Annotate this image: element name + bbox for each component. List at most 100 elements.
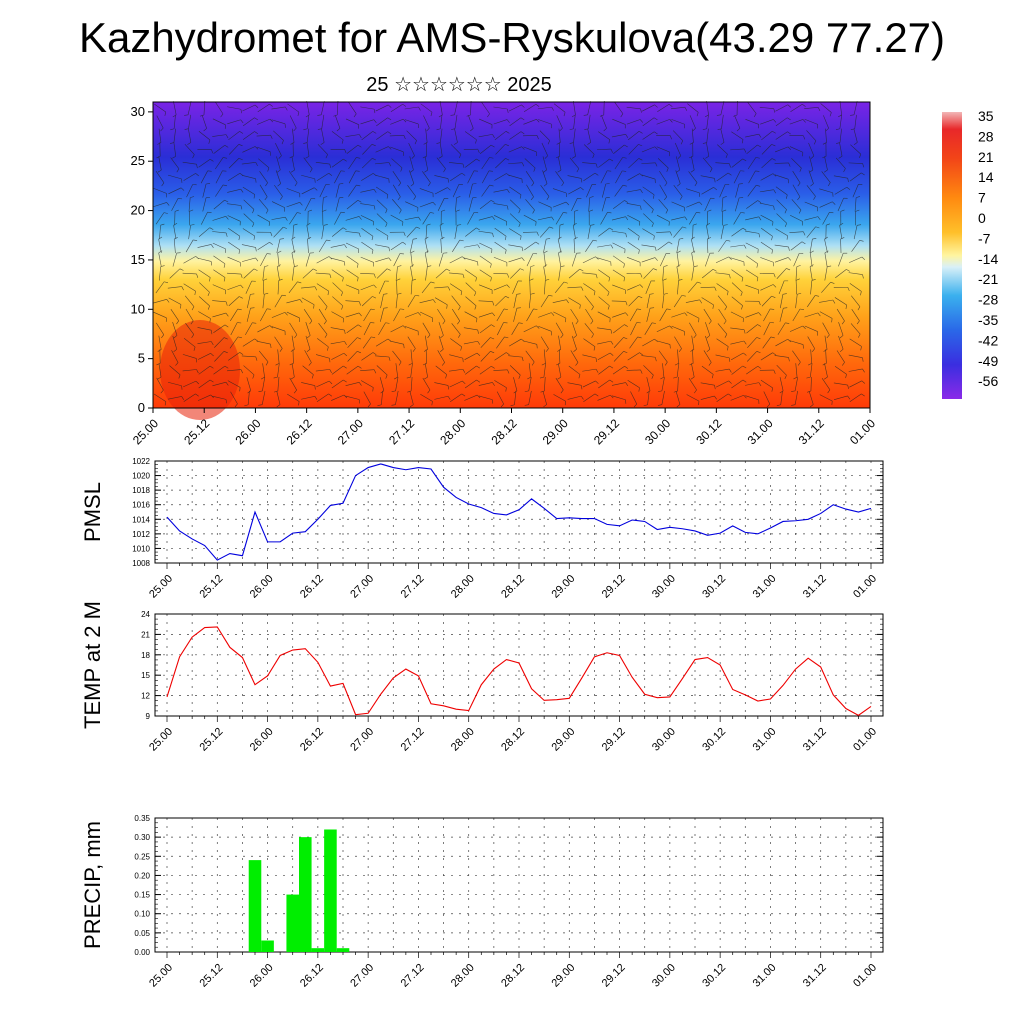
- wind-barb: [850, 144, 861, 155]
- wind-barb-flag: [265, 209, 269, 214]
- wind-barb-flag: [643, 404, 648, 407]
- wind-barb: [390, 241, 403, 251]
- wind-barb: [553, 103, 566, 113]
- wind-barb: [276, 156, 281, 171]
- wind-barb: [659, 308, 667, 322]
- wind-barb: [198, 311, 211, 319]
- y-tick-label: 20: [131, 203, 145, 218]
- wind-barb-flag: [557, 236, 562, 240]
- wind-barb-flag: [668, 104, 673, 107]
- wind-barb-flag: [654, 257, 658, 261]
- wind-barb-flag: [225, 301, 228, 306]
- wind-barb-flag: [664, 182, 668, 187]
- x-tick-label: 29.12: [600, 573, 628, 601]
- wind-barb-flag: [576, 168, 580, 173]
- wind-barb-flag: [638, 131, 643, 134]
- y-tick-label: 1022: [132, 457, 150, 466]
- wind-barb: [246, 294, 251, 309]
- wind-barb-flag: [694, 389, 697, 394]
- x-tick-label: 28.12: [488, 416, 519, 447]
- wind-barb: [552, 201, 567, 208]
- wind-barb-flag: [678, 348, 682, 352]
- wind-barb-flag: [225, 134, 229, 139]
- grid: [155, 613, 883, 717]
- wind-barb-flag: [736, 128, 741, 132]
- wind-barb-flag: [371, 336, 376, 339]
- wind-barb-flag: [666, 167, 669, 172]
- wind-barb-flag: [530, 196, 534, 201]
- wind-barb: [745, 242, 759, 250]
- wind-barb: [438, 253, 444, 267]
- wind-barb: [780, 294, 784, 309]
- wind-barb: [227, 380, 241, 388]
- wind-barb: [626, 106, 641, 110]
- wind-barb-flag: [547, 140, 550, 145]
- wind-barb-flag: [654, 131, 658, 135]
- wind-barb-flag: [284, 312, 288, 316]
- x-tick-label: 01.00: [851, 573, 879, 601]
- wind-barb: [642, 186, 655, 196]
- wind-barb: [465, 227, 477, 237]
- wind-barb: [247, 390, 250, 405]
- wind-barb: [319, 184, 327, 198]
- wind-barb: [197, 257, 212, 262]
- wind-barb: [392, 199, 402, 211]
- wind-barb-flag: [786, 194, 788, 199]
- wind-barb: [671, 312, 685, 318]
- wind-barb-flag: [845, 374, 847, 379]
- wind-barb: [509, 186, 522, 195]
- wind-barb: [275, 142, 282, 156]
- wind-barb: [277, 349, 280, 364]
- wind-barb: [853, 128, 858, 143]
- wind-barb: [449, 172, 463, 182]
- wind-barb-flag: [720, 142, 725, 145]
- wind-barb: [746, 366, 758, 375]
- wind-barb: [658, 350, 668, 363]
- wind-barb: [511, 322, 520, 335]
- wind-barb: [839, 114, 843, 129]
- wind-barb-flag: [424, 169, 428, 173]
- wind-barb: [271, 312, 286, 318]
- wind-barb: [745, 395, 759, 401]
- wind-barb: [630, 391, 638, 405]
- wind-barb-flag: [640, 108, 642, 113]
- wind-barb-flag: [655, 247, 657, 252]
- wind-barb-flag: [164, 281, 169, 284]
- wind-barb-flag: [708, 362, 712, 366]
- wind-barb: [227, 369, 241, 372]
- wind-barb: [721, 197, 724, 212]
- wind-barb: [227, 188, 241, 193]
- wind-barb-flag: [580, 187, 584, 191]
- wind-barb: [774, 162, 789, 164]
- wind-barb: [434, 175, 449, 179]
- wind-barb-flag: [314, 187, 318, 191]
- wind-barb-flag: [663, 265, 668, 267]
- wind-barb: [291, 156, 295, 171]
- wind-barb: [615, 170, 623, 184]
- wind-barb-flag: [563, 281, 568, 284]
- wind-barb-flag: [462, 380, 466, 384]
- wind-barb: [330, 257, 345, 262]
- wind-barb: [393, 308, 401, 322]
- wind-barb: [291, 252, 295, 267]
- wind-barb-flag: [422, 363, 427, 366]
- wind-barb-flag: [723, 320, 727, 325]
- wind-barb: [543, 266, 547, 281]
- wind-barb-flag: [610, 244, 614, 249]
- wind-barb: [422, 377, 431, 391]
- wind-barb-flag: [356, 157, 361, 159]
- x-tick-label: 25.12: [181, 416, 212, 447]
- x-tick-label: 28.12: [499, 573, 527, 601]
- wind-barb: [425, 349, 427, 364]
- y-tick-label: 0.00: [134, 948, 150, 957]
- wind-barb: [822, 212, 830, 225]
- wind-barb: [731, 158, 743, 168]
- wind-barb-flag: [743, 244, 747, 249]
- wind-barb: [277, 252, 280, 267]
- wind-barb-flag: [402, 325, 407, 329]
- wind-barb: [529, 266, 531, 281]
- wind-barb-flag: [209, 227, 214, 230]
- wind-barb-flag: [625, 312, 629, 316]
- wind-barb-flag: [728, 393, 732, 397]
- wind-barb: [568, 297, 581, 306]
